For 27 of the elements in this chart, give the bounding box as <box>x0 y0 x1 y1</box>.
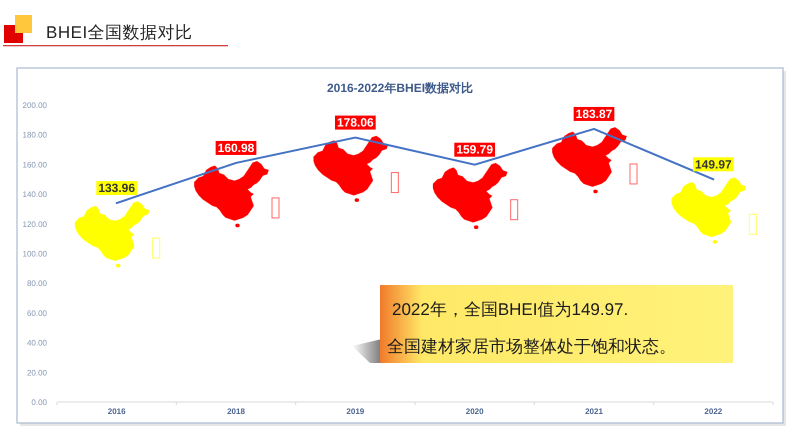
y-tick-label: 100.00 <box>22 250 48 258</box>
x-tick-label: 2022 <box>704 407 723 416</box>
x-tick-label: 2021 <box>585 407 604 416</box>
y-tick-label: 180.00 <box>22 130 48 140</box>
chart-title: BHEI全国数据对比 <box>46 23 193 42</box>
data-label: 159.79 <box>456 142 494 157</box>
y-tick-label: 120.00 <box>22 220 48 229</box>
data-label: 183.87 <box>576 106 613 121</box>
data-label: 178.06 <box>336 116 374 130</box>
x-tick-label: 2016 <box>108 407 126 416</box>
y-tick-label: 60.00 <box>26 308 48 318</box>
x-tick-label: 2020 <box>466 407 484 416</box>
y-tick-label: 140.00 <box>22 190 48 200</box>
y-tick-label: 160.00 <box>22 160 48 170</box>
y-tick-label: 80.00 <box>26 279 48 288</box>
x-tick-label: 2019 <box>346 407 365 416</box>
annotation: 2022年，全国BHEI值为149.97. <box>392 300 628 319</box>
x-tick-label: 2018 <box>227 407 246 416</box>
y-tick-label: 40.00 <box>26 338 48 348</box>
y-tick-label: 200.00 <box>22 101 48 110</box>
annotation: 全国建材家居市场整体处于饱和状态。 <box>387 337 676 356</box>
y-tick-label: 0.00 <box>31 398 48 407</box>
data-label: 133.96 <box>98 181 136 196</box>
data-label: 160.98 <box>218 140 255 155</box>
y-tick-label: 20.00 <box>26 368 48 378</box>
chart-subtitle: 2016-2022年BHEI数据对比 <box>326 81 474 95</box>
data-label: 149.97 <box>694 157 732 172</box>
